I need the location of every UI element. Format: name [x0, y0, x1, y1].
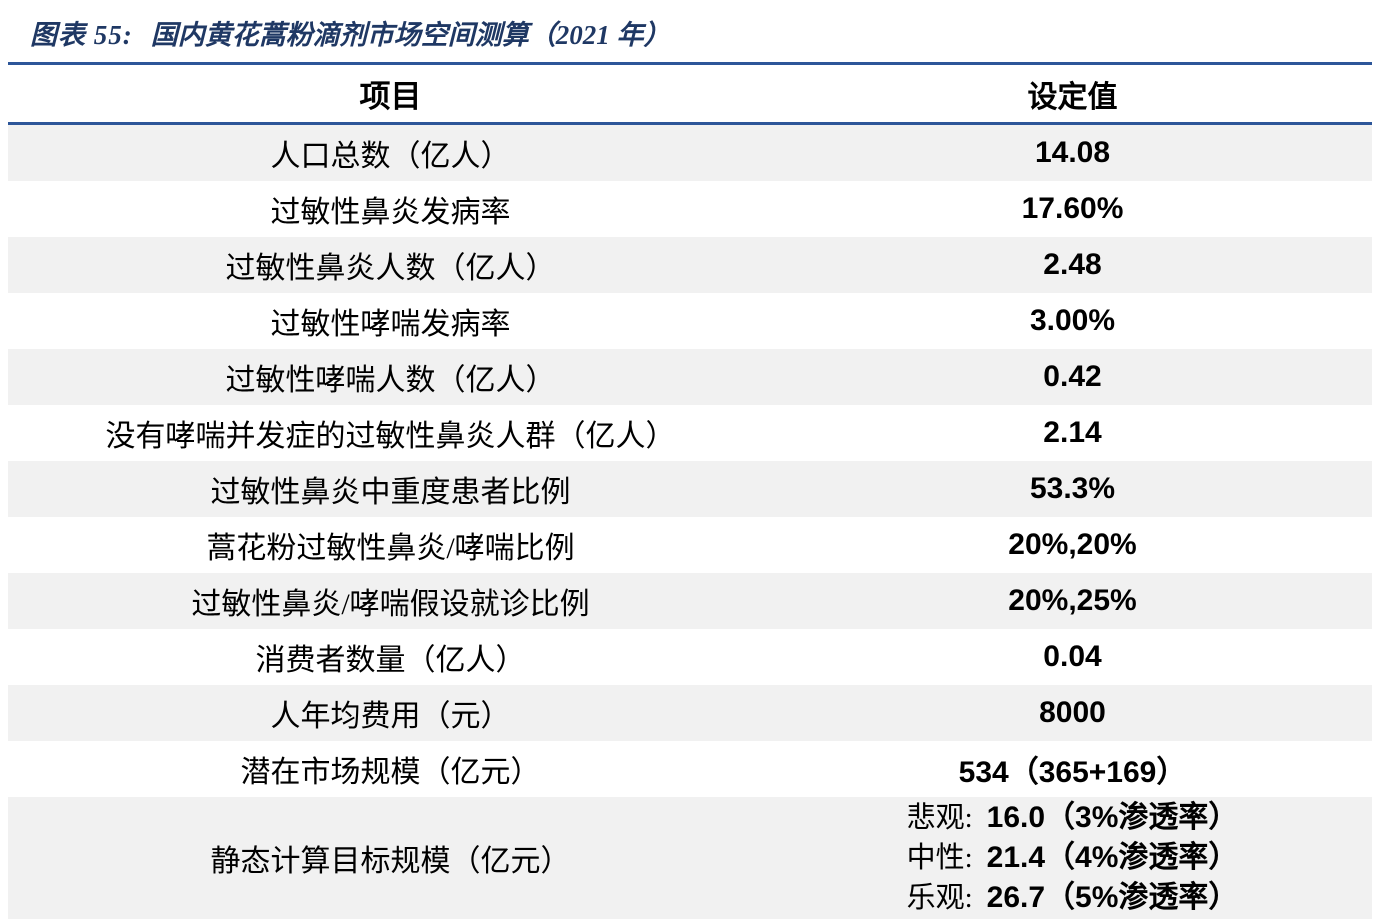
market-estimation-table: 项目 设定值 人口总数（亿人） 14.08 过敏性鼻炎发病率 17.60% 过敏… — [8, 62, 1372, 919]
row-label: 过敏性哮喘人数（亿人） — [225, 364, 556, 397]
table-row: 过敏性哮喘发病率 3.00% — [8, 293, 1372, 349]
scenario-value: 16.0（3%渗透率） — [986, 801, 1239, 834]
row-value: 53.3% — [1029, 472, 1116, 505]
scenario-block: 悲观: 16.0（3%渗透率） 中性: 21.4（4%渗透率） 乐观: 26.7（5%… — [907, 798, 1239, 918]
row-value: 20%,25% — [1008, 584, 1137, 617]
scenario-pessimistic: 悲观: 16.0（3%渗透率） — [907, 798, 1239, 838]
row-value-scenarios: 悲观: 16.0（3%渗透率） 中性: 21.4（4%渗透率） 乐观: 26.7（5%… — [773, 798, 1372, 918]
table-row: 过敏性鼻炎/哮喘假设就诊比例 20%,25% — [8, 573, 1372, 629]
header-item-column: 项目 — [359, 79, 422, 114]
row-label: 潜在市场规模（亿元） — [240, 756, 541, 789]
row-value: 14.08 — [1034, 136, 1111, 169]
row-value: 534（365+169） — [958, 756, 1187, 789]
row-value: 8000 — [1039, 696, 1106, 729]
row-label: 过敏性鼻炎中重度患者比例 — [210, 476, 571, 509]
table-row: 潜在市场规模（亿元） 534（365+169） — [8, 741, 1372, 797]
table-row-target-scale: 静态计算目标规模（亿元） 悲观: 16.0（3%渗透率） 中性: 21.4（4%渗透… — [8, 797, 1372, 919]
row-value: 3.00% — [1029, 304, 1116, 337]
table-row: 过敏性鼻炎中重度患者比例 53.3% — [8, 461, 1372, 517]
row-value: 0.42 — [1043, 360, 1102, 393]
table-row: 蒿花粉过敏性鼻炎/哮喘比例 20%,20% — [8, 517, 1372, 573]
table-row: 人年均费用（元） 8000 — [8, 685, 1372, 741]
table-header-row: 项目 设定值 — [8, 65, 1372, 125]
table-row: 过敏性鼻炎人数（亿人） 2.48 — [8, 237, 1372, 293]
row-label: 蒿花粉过敏性鼻炎/哮喘比例 — [206, 532, 575, 565]
row-label: 过敏性鼻炎/哮喘假设就诊比例 — [191, 588, 590, 621]
scenario-label: 乐观: — [906, 882, 973, 914]
row-value: 2.14 — [1043, 416, 1102, 449]
row-label: 人口总数（亿人） — [270, 140, 511, 173]
scenario-value: 26.7（5%渗透率） — [986, 881, 1239, 914]
row-label: 没有哮喘并发症的过敏性鼻炎人群（亿人） — [105, 420, 676, 453]
row-label: 静态计算目标规模（亿元） — [210, 845, 571, 878]
row-value: 20%,20% — [1008, 528, 1137, 561]
row-value: 2.48 — [1043, 248, 1102, 281]
row-label: 过敏性哮喘发病率 — [270, 308, 511, 341]
scenario-neutral: 中性: 21.4（4%渗透率） — [907, 838, 1239, 878]
figure-title-text: 国内黄花蒿粉滴剂市场空间测算（2021 年） — [150, 20, 671, 50]
row-label: 人年均费用（元） — [270, 700, 511, 733]
table-row: 过敏性鼻炎发病率 17.60% — [8, 181, 1372, 237]
table-row: 过敏性哮喘人数（亿人） 0.42 — [8, 349, 1372, 405]
row-value: 17.60% — [1021, 192, 1124, 225]
scenario-value: 21.4（4%渗透率） — [986, 841, 1239, 874]
table-row: 消费者数量（亿人） 0.04 — [8, 629, 1372, 685]
row-label: 过敏性鼻炎人数（亿人） — [225, 252, 556, 285]
row-label: 消费者数量（亿人） — [255, 644, 526, 677]
scenario-label: 悲观: — [906, 802, 973, 834]
table-row: 没有哮喘并发症的过敏性鼻炎人群（亿人） 2.14 — [8, 405, 1372, 461]
row-value: 0.04 — [1043, 640, 1102, 673]
scenario-label: 中性: — [906, 842, 973, 874]
header-value-column: 设定值 — [1027, 80, 1118, 114]
row-label: 过敏性鼻炎发病率 — [270, 196, 511, 229]
figure-number: 图表 55: — [30, 20, 133, 50]
scenario-optimistic: 乐观: 26.7（5%渗透率） — [907, 878, 1239, 918]
table-row: 人口总数（亿人） 14.08 — [8, 125, 1372, 181]
figure-title: 图表 55: 国内黄花蒿粉滴剂市场空间测算（2021 年） — [0, 0, 1380, 62]
